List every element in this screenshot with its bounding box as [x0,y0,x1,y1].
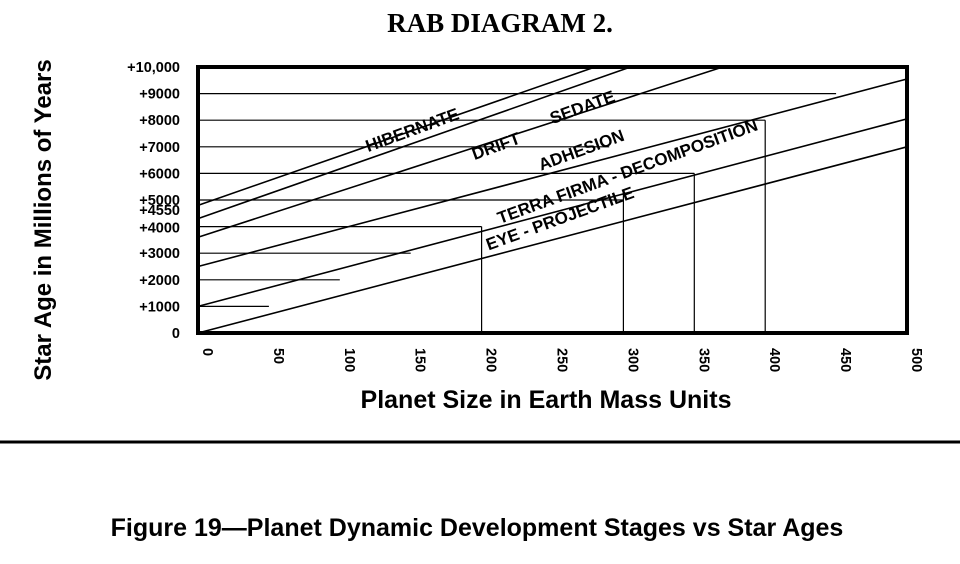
y-axis-title-wrap: Star Age in Millions of Years [30,59,57,380]
x-tick-label: 0 [199,348,215,356]
y-axis-ticks: 0 +1000 +2000 +3000 +4000 +4550+5000 +6000 +700… [127,60,180,342]
stage-boundary-line [197,66,631,220]
stage-boundary-line [197,146,908,334]
x-tick-label: 150 [412,348,428,372]
x-axis-title: Planet Size in Earth Mass Units [361,386,732,414]
y-tick-label: +10,000 [127,60,180,76]
x-tick-label: 300 [624,348,640,372]
stage-boundary-line [197,66,723,239]
y-axis-title: Star Age in Millions of Years [30,59,57,380]
stage-boundary-line [197,66,596,207]
x-tick-label: 450 [837,348,853,372]
plot-frame [196,65,909,335]
y-tick-label: +7000 [139,140,180,156]
x-tick-label: 250 [554,348,570,372]
chart-title: RAB DIAGRAM 2. [387,8,613,38]
y-tick-label: +8000 [139,113,180,129]
x-axis-ticks: 0 50 100 150 200 250 300 350 400 450 500 [199,348,924,372]
y-tick-label: +4550 [139,203,180,219]
x-tick-label: 100 [341,348,357,372]
figure-caption: Figure 19—Planet Dynamic Development Sta… [111,514,844,542]
y-tick-label: +6000 [139,166,180,182]
x-tick-label: 350 [695,348,711,372]
stage-boundaries [197,66,908,334]
y-tick-label: +2000 [139,273,180,289]
stage-boundary-line [197,78,908,268]
stage-label: TERRA FIRMA - DECOMPOSITION [495,116,760,228]
stage-label: HIBERNATE [363,105,462,156]
y-tick-label: +5000 [139,193,180,209]
x-tick-label: 50 [270,348,286,364]
stage-boundary-line [197,118,908,308]
x-tick-label: 400 [766,348,782,372]
y-tick-label: +3000 [139,246,180,262]
y-tick-label: +4000 [139,221,180,237]
y-tick-label: +1000 [139,299,180,315]
stage-label: DRIFT [469,129,523,164]
x-tick-label: 200 [483,348,499,372]
y-tick-label: +9000 [139,87,180,103]
y-tick-label: 0 [172,326,180,342]
x-tick-label: 500 [908,348,924,372]
